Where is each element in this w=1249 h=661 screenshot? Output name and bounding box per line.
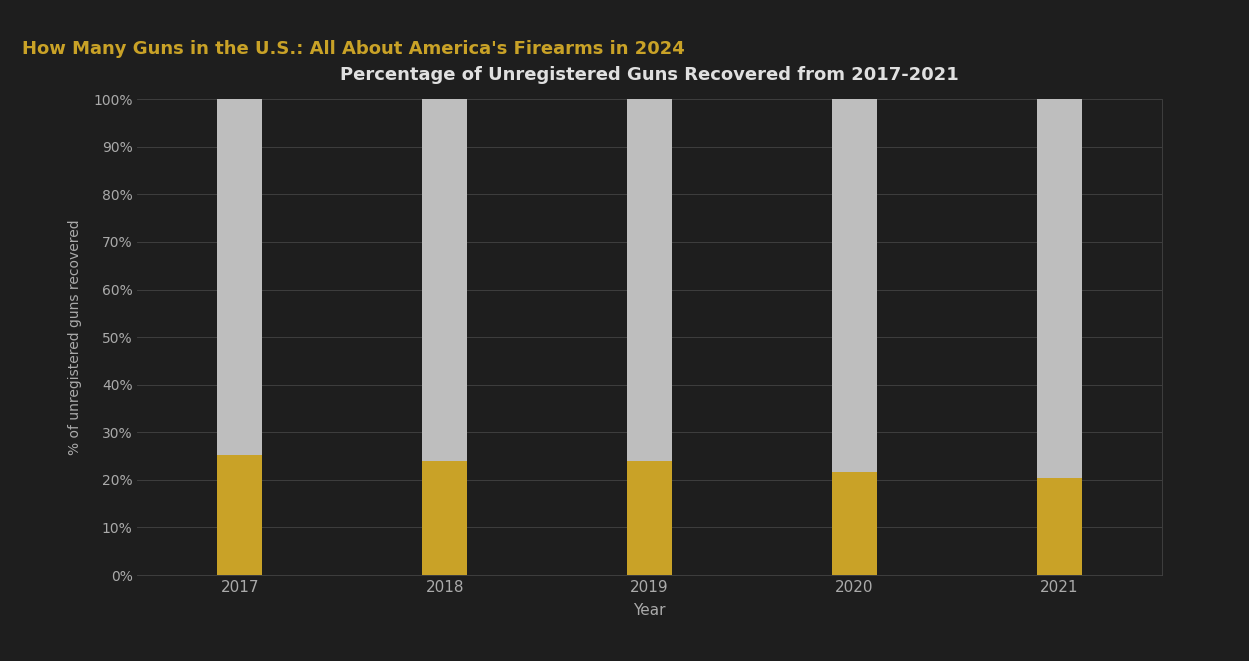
Bar	[1037, 477, 1082, 575]
X-axis label: Year: Year	[633, 603, 666, 618]
Bar	[217, 455, 262, 575]
Bar	[627, 461, 672, 575]
Bar	[832, 99, 877, 472]
Bar	[832, 472, 877, 575]
Bar	[1037, 99, 1082, 477]
Text: How Many Guns in the U.S.: All About America's Firearms in 2024: How Many Guns in the U.S.: All About Ame…	[22, 40, 686, 58]
Text: 24%: 24%	[440, 504, 450, 531]
Text: 21.6%: 21.6%	[849, 504, 859, 543]
Text: 25.3%
(of 337,903): 25.3% (of 337,903)	[229, 477, 251, 553]
Text: 23.9%: 23.9%	[644, 499, 654, 537]
Bar	[422, 461, 467, 575]
Bar	[627, 99, 672, 461]
Title: Percentage of Unregistered Guns Recovered from 2017-2021: Percentage of Unregistered Guns Recovere…	[340, 65, 959, 84]
Y-axis label: % of unregistered guns recovered: % of unregistered guns recovered	[67, 219, 82, 455]
Text: 20.5%
(of 460,240): 20.5% (of 460,240)	[1048, 487, 1070, 565]
Bar	[422, 99, 467, 461]
Bar	[217, 99, 262, 455]
